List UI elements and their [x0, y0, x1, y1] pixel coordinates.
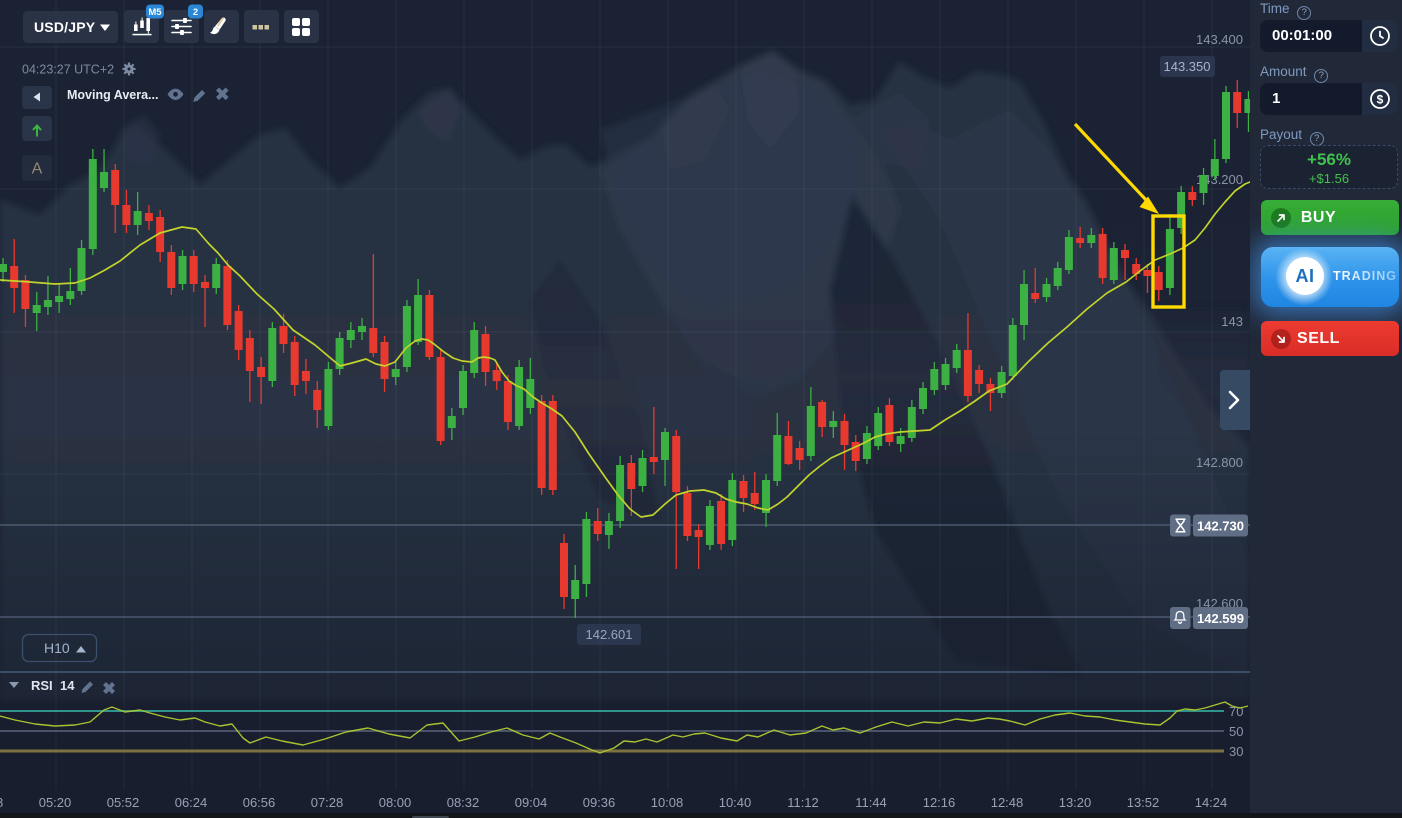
svg-text:10:40: 10:40 — [719, 795, 752, 810]
svg-text:H10: H10 — [44, 640, 70, 656]
svg-text:14: 14 — [60, 678, 75, 693]
svg-text:Moving Avera...: Moving Avera... — [67, 88, 158, 102]
svg-text:M5: M5 — [148, 7, 162, 18]
svg-text:142.800: 142.800 — [1196, 455, 1243, 470]
svg-text:142.601: 142.601 — [586, 627, 633, 642]
svg-text:143.200: 143.200 — [1196, 172, 1243, 187]
svg-text:143.350: 143.350 — [1164, 59, 1211, 74]
svg-text:13:20: 13:20 — [1059, 795, 1092, 810]
svg-text:30: 30 — [1229, 744, 1243, 759]
svg-text:06:56: 06:56 — [243, 795, 276, 810]
svg-text:14:24: 14:24 — [1195, 795, 1228, 810]
svg-text:11:12: 11:12 — [787, 795, 819, 810]
svg-text:143: 143 — [1221, 314, 1243, 329]
svg-text:USD/JPY: USD/JPY — [34, 19, 96, 35]
svg-text:142.730: 142.730 — [1197, 519, 1244, 534]
svg-text:05:20: 05:20 — [39, 795, 72, 810]
svg-text:07:28: 07:28 — [311, 795, 344, 810]
svg-text:A: A — [32, 161, 43, 178]
svg-text:50: 50 — [1229, 724, 1243, 739]
svg-text:RSI: RSI — [31, 678, 53, 693]
svg-text:04:48: 04:48 — [0, 795, 3, 810]
svg-text:12:48: 12:48 — [991, 795, 1024, 810]
svg-text:11:44: 11:44 — [855, 795, 887, 810]
svg-text:09:36: 09:36 — [583, 795, 616, 810]
svg-text:2: 2 — [193, 7, 198, 18]
svg-text:08:32: 08:32 — [447, 795, 480, 810]
svg-text:06:24: 06:24 — [175, 795, 208, 810]
svg-text:12:16: 12:16 — [923, 795, 956, 810]
svg-text:$: $ — [1377, 93, 1384, 107]
svg-text:08:00: 08:00 — [379, 795, 412, 810]
svg-text:142.599: 142.599 — [1197, 611, 1244, 626]
svg-text:05:52: 05:52 — [107, 795, 140, 810]
svg-text:04:23:27 UTC+2: 04:23:27 UTC+2 — [22, 63, 114, 77]
svg-text:10:08: 10:08 — [651, 795, 684, 810]
svg-text:143.400: 143.400 — [1196, 32, 1243, 47]
svg-text:13:52: 13:52 — [1127, 795, 1160, 810]
svg-text:09:04: 09:04 — [515, 795, 548, 810]
